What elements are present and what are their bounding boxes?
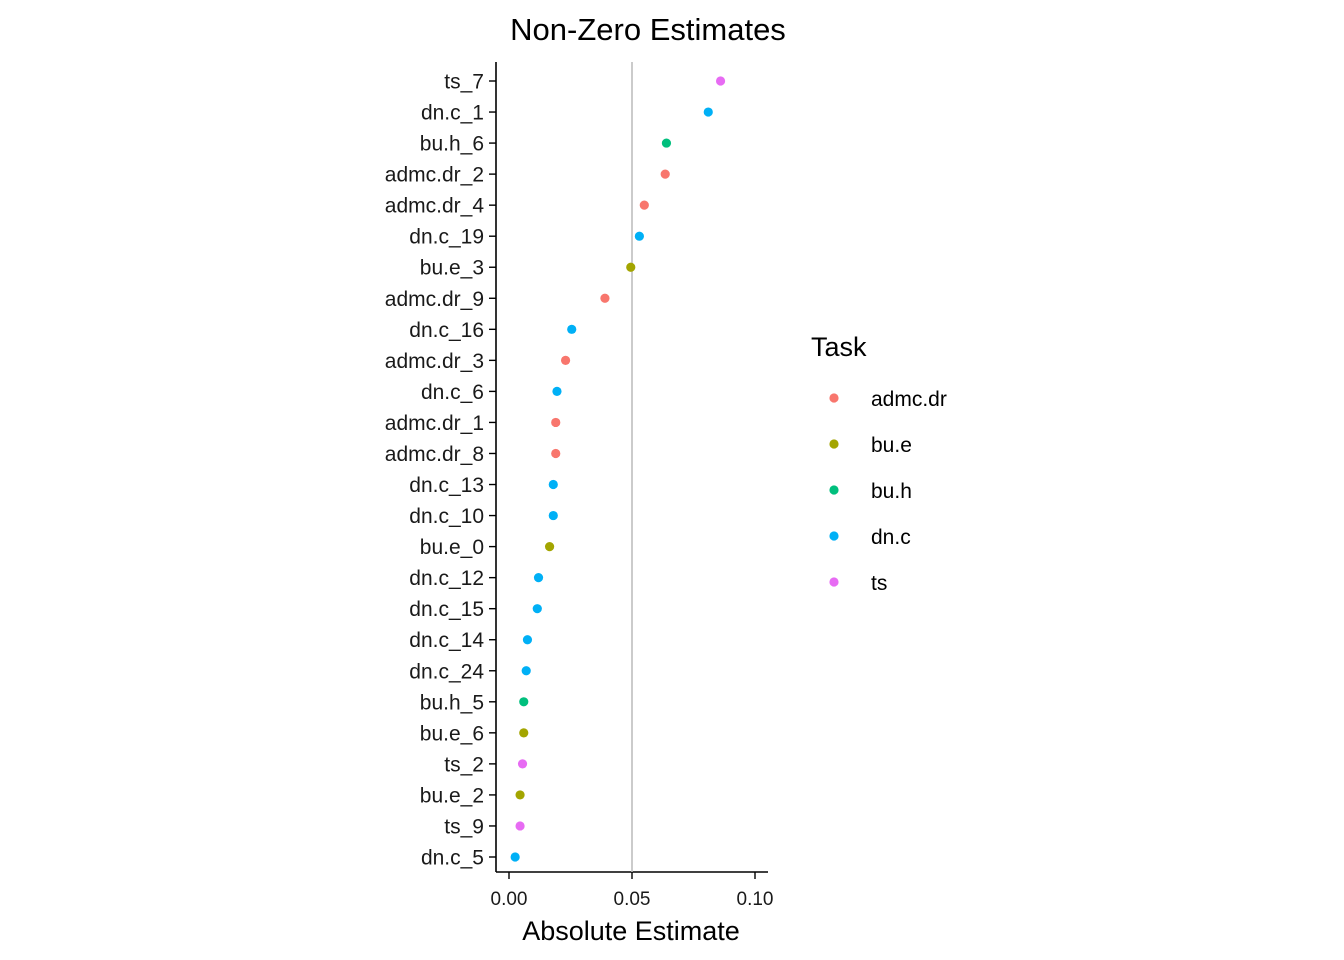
x-tick-label: 0.10 [737,889,774,910]
y-tick-label: admc.dr_2 [385,164,484,187]
point-dn.c_16 [567,324,577,334]
legend-key-admc.dr [829,393,839,403]
y-tick-label: dn.c_13 [409,474,484,497]
point-ts_9 [515,821,525,831]
point-dn.c_6 [552,386,562,396]
x-tick-label: 0.00 [491,889,528,910]
data-points [510,76,726,862]
legend-key-bu.h [829,485,839,495]
y-tick-label: dn.c_12 [409,567,484,590]
y-tick-label: admc.dr_8 [385,443,484,466]
legend-key-ts [829,577,839,587]
point-bu.h_6 [661,138,672,148]
y-tick-label: bu.e_2 [420,784,484,807]
y-tick-label: ts_9 [444,815,484,838]
legend: Task admc.dr bu.e bu.h dn.c ts [811,332,947,595]
point-dn.c_14 [522,635,533,645]
y-tick-label: bu.h_6 [420,133,484,156]
point-admc.dr_9 [600,293,610,303]
y-tick-label: bu.e_3 [420,257,484,280]
y-tick-label: dn.c_15 [409,598,484,621]
y-tick-label: admc.dr_4 [385,195,485,218]
legend-label-ts: ts [871,572,887,595]
legend-label-bu.h: bu.h [871,480,912,503]
y-tick-label: dn.c_16 [409,319,484,342]
legend-key-dn.c [829,531,839,541]
point-dn.c_24 [521,666,531,676]
point-dn.c_19 [634,231,644,241]
point-dn.c_10 [548,510,558,521]
x-axis-ticks: 0.00 0.05 0.10 [491,872,774,910]
point-bu.e_6 [519,728,529,738]
chart-title: Non-Zero Estimates [510,12,786,47]
point-ts_2 [517,759,528,769]
y-tick-label: dn.c_6 [421,381,484,404]
y-tick-label: ts_2 [444,753,484,776]
y-tick-label: bu.e_0 [420,536,484,559]
point-dn.c_5 [510,852,520,862]
point-dn.c_15 [532,604,542,614]
point-dn.c_12 [533,573,544,583]
y-tick-label: dn.c_1 [421,102,484,125]
point-admc.dr_1 [551,417,561,428]
legend-title: Task [811,332,867,362]
point-bu.e_0 [544,542,555,552]
y-tick-label: bu.e_6 [420,722,484,745]
legend-key-bu.e [829,439,839,449]
point-admc.dr_3 [560,355,571,365]
y-tick-label: dn.c_10 [409,505,484,528]
y-tick-label: dn.c_14 [409,629,484,652]
point-bu.e_2 [515,790,525,800]
legend-label-bu.e: bu.e [871,434,912,457]
y-tick-label: dn.c_24 [409,660,484,683]
legend-label-admc.dr: admc.dr [871,388,947,411]
point-bu.h_5 [519,697,529,707]
point-admc.dr_4 [639,200,649,210]
y-tick-label: admc.dr_1 [385,412,484,435]
x-axis-label: Absolute Estimate [522,916,740,946]
y-tick-label: dn.c_19 [409,226,484,249]
legend-label-dn.c: dn.c [871,526,911,549]
y-tick-label: admc.dr_3 [385,350,484,373]
y-tick-label: admc.dr_9 [385,288,484,311]
y-tick-label: dn.c_5 [421,847,484,870]
point-admc.dr_2 [660,169,670,179]
point-dn.c_1 [703,107,713,117]
y-tick-label: bu.h_5 [420,691,484,714]
point-bu.e_3 [626,262,636,272]
point-admc.dr_8 [551,448,561,459]
x-tick-label: 0.05 [614,889,651,910]
point-dn.c_13 [548,479,558,490]
y-tick-label: ts_7 [444,71,484,94]
point-ts_7 [715,76,726,86]
y-axis-ticks: ts_7 dn.c_1 bu.h_6 admc.dr_2 admc.dr_4 dn.c_1… [385,71,496,870]
